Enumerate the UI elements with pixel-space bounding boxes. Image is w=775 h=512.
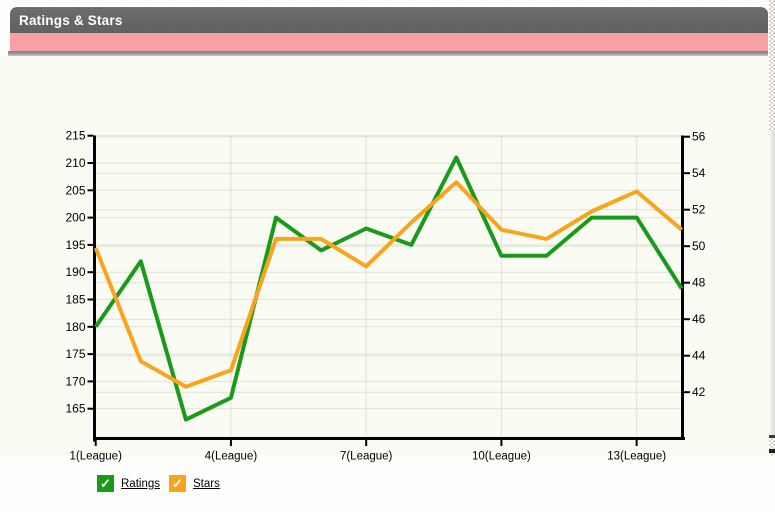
y-axis-right-tick	[684, 354, 690, 357]
y-axis-left-tick-label: 180	[65, 320, 85, 334]
y-axis-right-tick-label: 54	[692, 166, 706, 180]
legend-label-ratings[interactable]: Ratings	[121, 477, 160, 490]
x-axis-tick	[229, 440, 232, 446]
y-axis-left-line	[93, 135, 96, 442]
x-axis-tick-label: 13(League)	[607, 451, 666, 463]
y-axis-right-tick-label: 50	[692, 239, 706, 253]
x-axis-line	[93, 437, 685, 440]
y-axis-left-tick	[87, 325, 94, 328]
y-axis-right-tick	[684, 208, 690, 211]
y-axis-left-tick	[87, 189, 94, 192]
stars-checkbox[interactable]: ✓	[169, 475, 186, 492]
y-axis-right-tick-label: 44	[692, 349, 706, 363]
x-axis-tick	[635, 440, 638, 446]
x-axis-tick-label: 10(League)	[472, 451, 531, 463]
y-axis-left-tick-label: 200	[65, 211, 85, 225]
y-axis-left-tick	[87, 243, 94, 246]
x-axis-tick	[365, 440, 368, 446]
y-axis-right-tick	[684, 281, 690, 284]
y-axis-left-tick	[87, 298, 94, 301]
y-axis-left-tick	[87, 353, 94, 356]
scrollbar-bottom-button[interactable]	[769, 449, 775, 453]
check-icon: ✓	[100, 476, 111, 491]
ratings-checkbox[interactable]: ✓	[97, 475, 114, 492]
x-axis-tick	[500, 440, 503, 446]
y-axis-left-tick	[87, 216, 94, 219]
legend-label-stars[interactable]: Stars	[193, 477, 220, 490]
y-axis-left-tick-label: 170	[65, 374, 85, 388]
y-axis-left-tick	[87, 380, 94, 383]
stars-line	[93, 180, 683, 389]
y-axis-left-tick-label: 195	[65, 238, 85, 252]
y-axis-right-tick	[684, 245, 690, 248]
check-icon: ✓	[172, 476, 183, 491]
y-axis-right-tick	[684, 318, 690, 321]
x-axis-tick-label: 7(League)	[340, 451, 393, 463]
y-axis-right-tick	[684, 391, 690, 394]
x-axis-tick-label: 4(League)	[205, 451, 258, 463]
x-axis-tick-label: 1(League)	[69, 451, 122, 463]
y-axis-right-tick-label: 52	[692, 203, 706, 217]
vertical-scrollbar[interactable]	[769, 0, 775, 456]
legend-item-stars[interactable]: ✓ Stars	[169, 475, 220, 492]
y-axis-left-tick-label: 185	[65, 293, 85, 307]
chart-area: 215 210 205 200 195 190 185 180 175 170 165 56 54 52 5…	[0, 56, 769, 492]
panel-titlebar: Ratings & Stars	[10, 7, 768, 33]
y-axis-left-tick-label: 190	[65, 265, 85, 279]
y-axis-left-tick-label: 165	[65, 402, 85, 416]
y-axis-left-tick	[87, 162, 94, 164]
pink-banner	[10, 33, 768, 51]
y-axis-right-tick-label: 48	[692, 276, 706, 290]
horizontal-divider	[8, 51, 768, 56]
y-axis-right-tick	[684, 135, 690, 138]
y-axis-left-tick	[87, 134, 94, 137]
chart-legend: ✓ Ratings ✓ Stars	[97, 475, 220, 492]
y-axis-left-tick-label: 215	[65, 129, 85, 143]
ratings-line	[94, 155, 684, 422]
scrollbar-thumb[interactable]	[769, 131, 775, 438]
y-axis-left-tick-label: 205	[65, 183, 85, 197]
y-axis-right-tick-label: 56	[692, 130, 706, 144]
y-axis-right-tick-label: 46	[692, 312, 706, 326]
y-axis-left-tick-label: 175	[65, 347, 85, 361]
x-axis-tick	[94, 440, 97, 446]
y-axis-right-tick-label: 42	[692, 385, 706, 399]
panel-title: Ratings & Stars	[19, 12, 123, 28]
y-axis-left-tick	[87, 271, 94, 274]
chart-canvas: 215 210 205 200 195 190 185 180 175 170 165 56 54 52 5…	[65, 129, 706, 463]
y-axis-left-tick-label: 210	[65, 156, 85, 170]
y-axis-left-tick	[87, 407, 94, 410]
legend-item-ratings[interactable]: ✓ Ratings	[97, 475, 160, 492]
y-axis-right-tick	[684, 172, 690, 175]
